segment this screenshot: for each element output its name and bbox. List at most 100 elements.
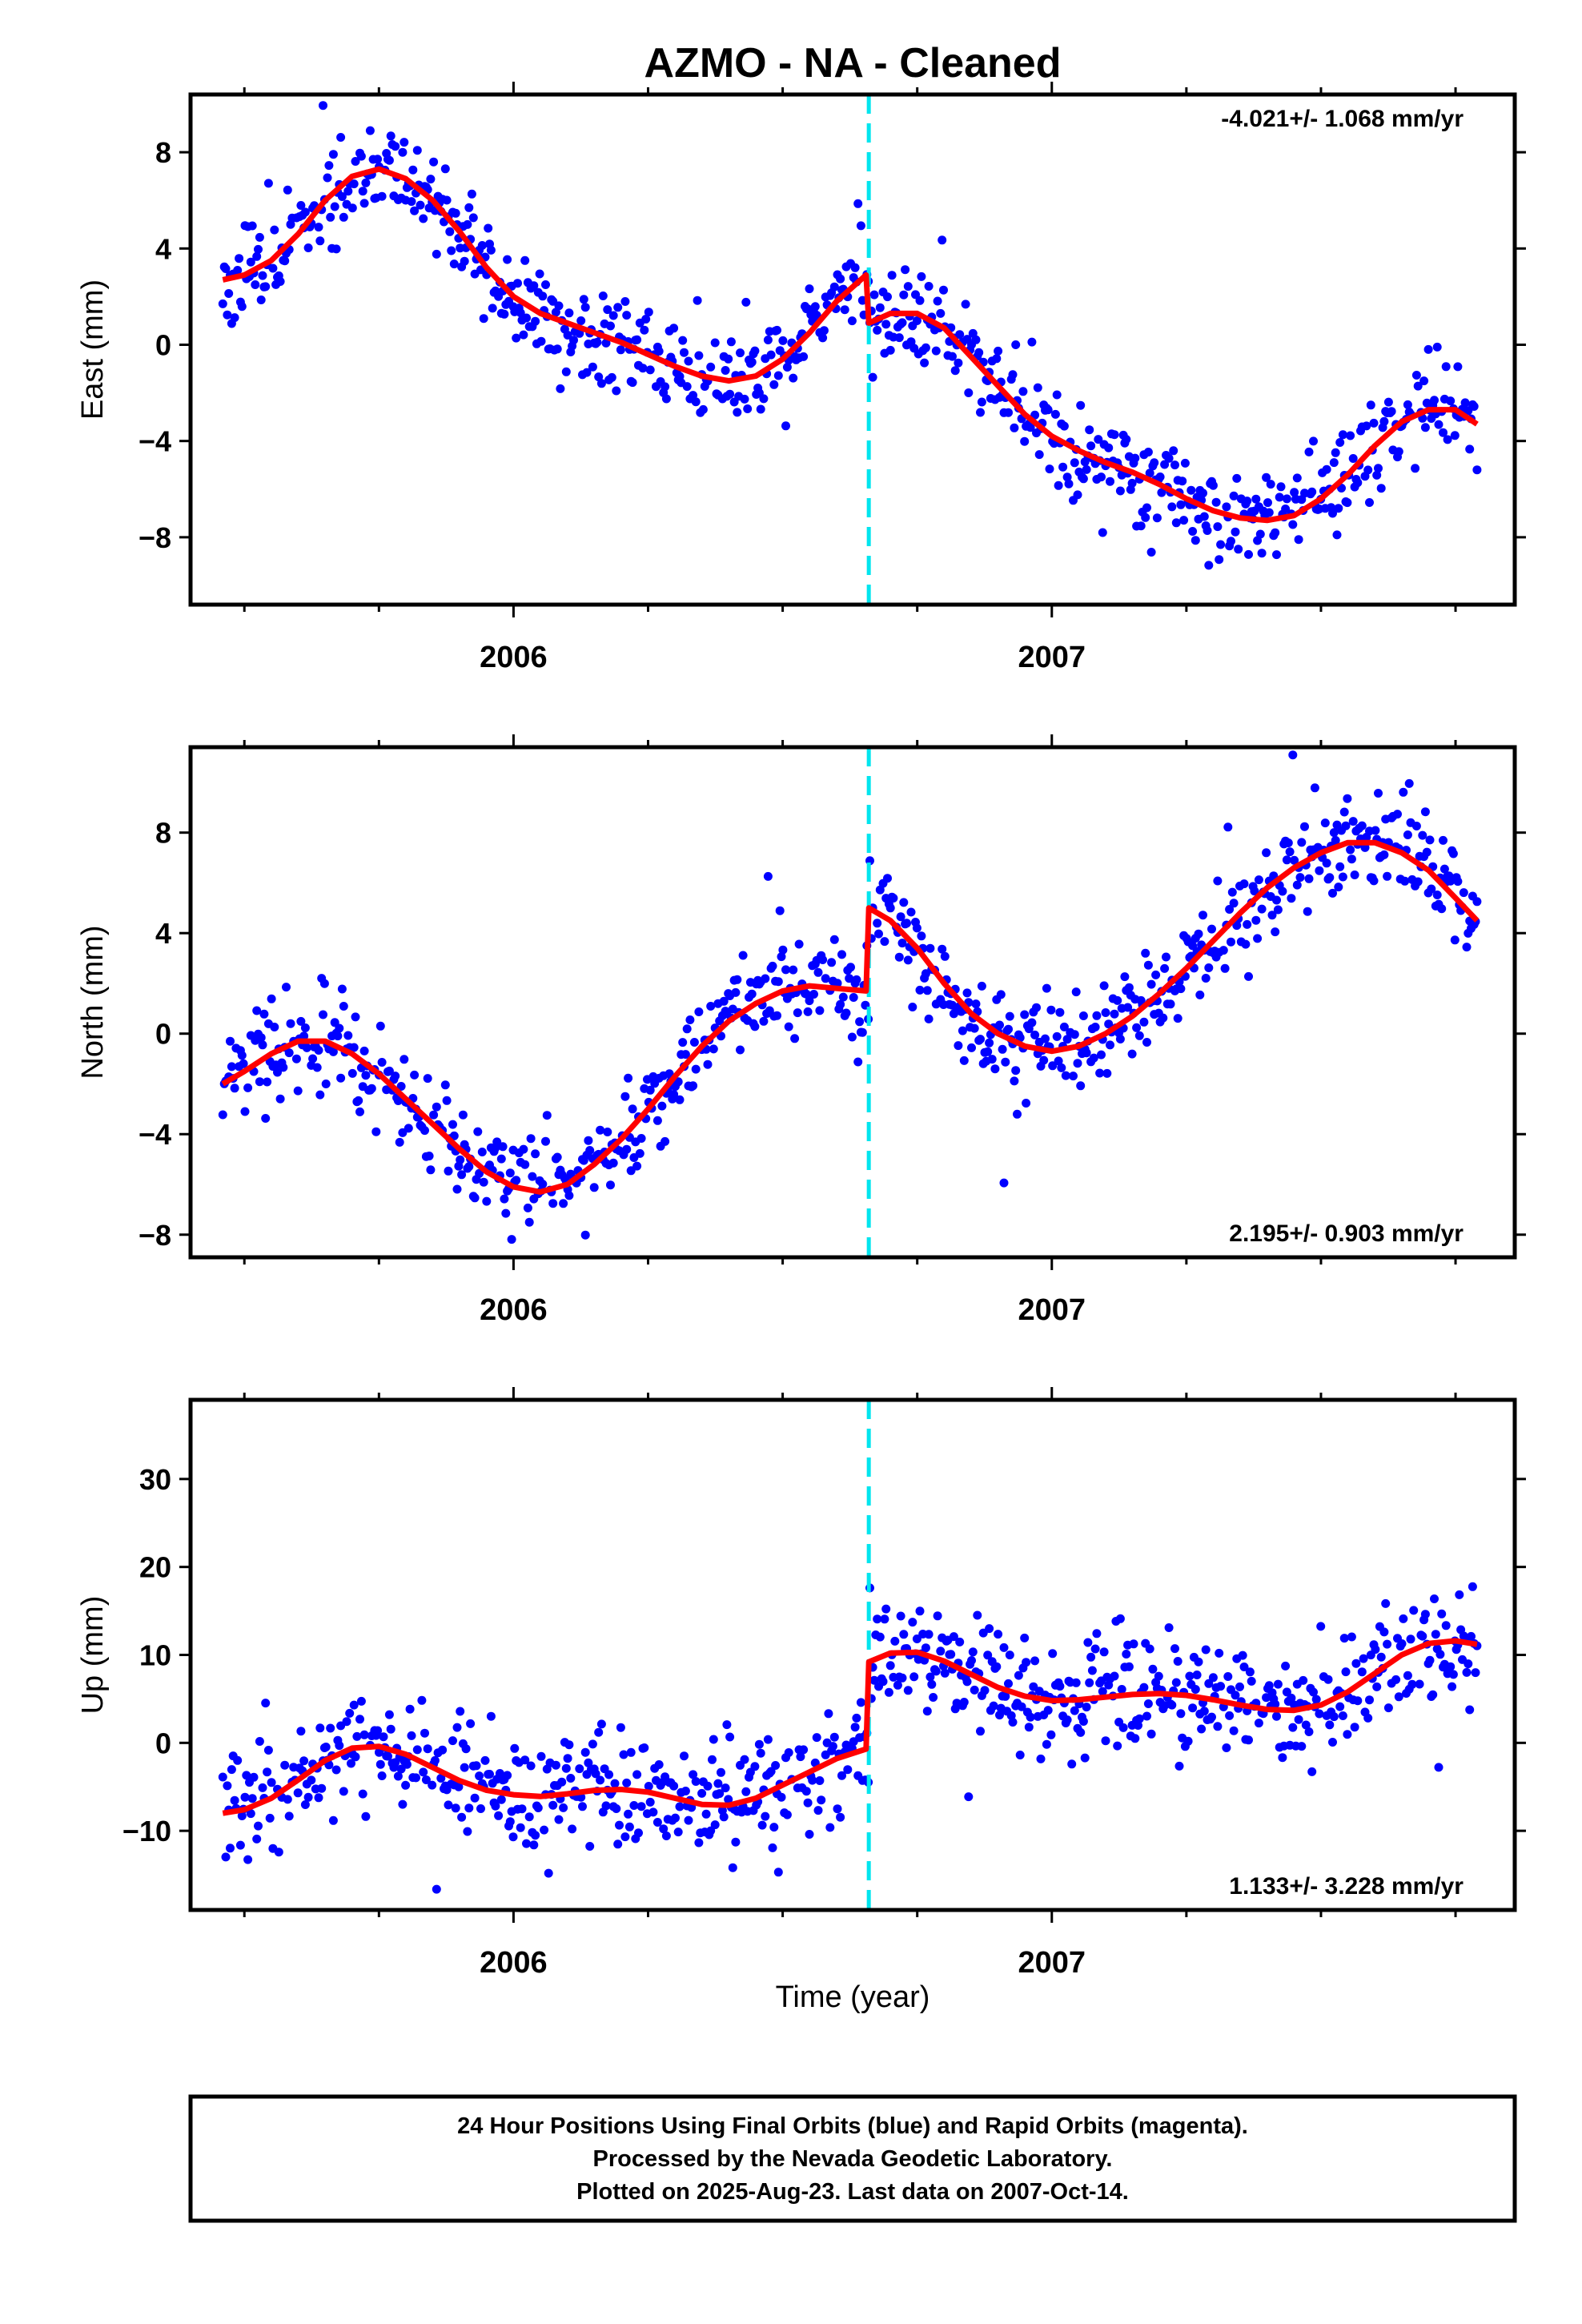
data-point — [805, 996, 814, 1006]
data-point — [926, 1672, 935, 1682]
data-point — [1179, 516, 1189, 525]
model-fit-line — [222, 166, 1479, 524]
data-point — [818, 333, 828, 343]
data-point — [733, 408, 742, 417]
data-point — [903, 282, 913, 292]
data-point — [1207, 1712, 1216, 1722]
data-point — [680, 348, 689, 357]
data-point — [454, 1782, 464, 1791]
data-point — [761, 974, 770, 983]
data-point — [897, 1673, 907, 1683]
data-point — [1199, 489, 1207, 498]
data-point — [552, 1152, 562, 1162]
data-point — [535, 269, 544, 279]
data-point — [526, 1761, 536, 1771]
data-point — [283, 1795, 292, 1804]
data-point — [258, 1040, 267, 1050]
data-point — [1443, 435, 1452, 444]
data-point — [959, 1055, 969, 1065]
data-point — [256, 1033, 266, 1043]
data-point — [1465, 1705, 1475, 1715]
data-point — [463, 219, 472, 229]
data-point — [328, 150, 338, 159]
data-point — [777, 1792, 786, 1802]
data-point — [275, 277, 285, 286]
data-point — [326, 1723, 335, 1733]
data-point — [840, 305, 849, 315]
data-point — [485, 1770, 494, 1779]
data-point — [512, 1176, 521, 1185]
data-point — [529, 1840, 539, 1850]
data-point — [1154, 1671, 1163, 1681]
data-point — [230, 1795, 239, 1805]
data-point — [1216, 540, 1226, 549]
data-point — [1465, 444, 1475, 454]
data-point — [1115, 486, 1125, 496]
data-point — [782, 1810, 792, 1819]
data-point — [256, 296, 266, 304]
data-point — [384, 1066, 394, 1076]
data-point — [410, 1070, 420, 1080]
data-point — [1146, 1729, 1156, 1739]
data-point — [1460, 398, 1470, 408]
data-point — [818, 955, 828, 964]
data-point — [1194, 929, 1203, 939]
data-point — [1219, 946, 1228, 955]
data-point — [912, 316, 921, 325]
data-point — [503, 1771, 512, 1780]
data-point — [929, 1693, 938, 1702]
data-point — [251, 280, 260, 289]
data-point — [1113, 1741, 1122, 1751]
data-point — [1468, 1582, 1477, 1591]
data-point — [480, 1755, 490, 1765]
data-point — [724, 354, 733, 364]
data-point — [809, 990, 818, 999]
data-point — [850, 1723, 860, 1732]
data-point — [883, 292, 892, 302]
data-point — [580, 303, 590, 312]
data-point — [585, 1842, 595, 1851]
data-point — [622, 1778, 632, 1787]
data-point — [1441, 362, 1451, 372]
data-point — [420, 1126, 429, 1136]
data-point — [268, 263, 278, 273]
data-point — [328, 1815, 338, 1825]
data-point — [293, 1788, 303, 1798]
x-axis-label: Time (year) — [776, 1980, 930, 2014]
data-point — [308, 1054, 318, 1063]
data-point — [1272, 895, 1281, 905]
data-point — [223, 310, 232, 320]
data-point — [883, 874, 892, 883]
data-point — [588, 1739, 597, 1749]
data-point — [1142, 1711, 1151, 1721]
data-point — [853, 1057, 863, 1067]
data-point — [1309, 1687, 1318, 1697]
data-point — [967, 1656, 976, 1665]
data-point — [601, 338, 611, 348]
data-point — [833, 1804, 842, 1814]
data-point — [682, 1024, 692, 1034]
data-point — [398, 147, 408, 157]
data-point — [628, 1104, 637, 1114]
data-point — [678, 336, 688, 345]
data-point — [999, 1178, 1009, 1188]
data-point — [1042, 983, 1051, 993]
data-point — [781, 421, 790, 431]
data-point — [1141, 513, 1150, 522]
data-point — [1167, 1700, 1177, 1710]
data-point — [319, 979, 329, 988]
data-point — [1400, 876, 1410, 886]
data-point — [1315, 866, 1324, 875]
data-point — [1201, 974, 1211, 983]
data-point — [921, 343, 930, 352]
data-point — [1253, 934, 1263, 943]
data-point — [1294, 535, 1303, 545]
data-point — [500, 309, 509, 319]
data-point — [1372, 1682, 1382, 1691]
data-point — [638, 364, 648, 373]
data-point — [365, 126, 375, 135]
data-point — [1062, 1035, 1072, 1044]
data-point — [1039, 1055, 1049, 1065]
data-point — [897, 318, 907, 328]
data-point — [221, 264, 231, 273]
